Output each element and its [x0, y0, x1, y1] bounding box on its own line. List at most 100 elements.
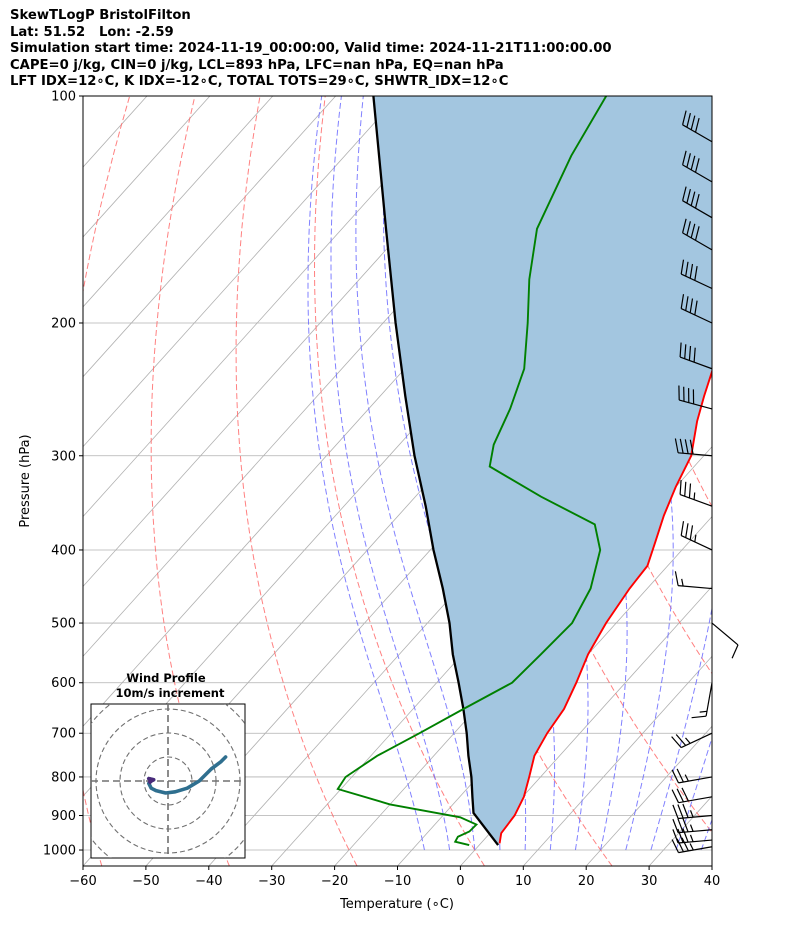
wind-barb-staff	[678, 585, 713, 590]
wind-barb-feather	[671, 789, 680, 803]
wind-barb-half-feather	[684, 774, 689, 782]
wind-barb-staff	[680, 732, 713, 749]
wind-barb	[691, 682, 713, 719]
wind-barb-half-feather	[699, 710, 708, 713]
wind-barb-feather	[694, 193, 700, 209]
moist-adiabat	[700, 818, 712, 851]
isotherm-line	[83, 96, 336, 378]
wind-barb-feather	[672, 818, 679, 833]
wind-barb-feather	[682, 828, 689, 843]
wind-barb	[678, 385, 713, 410]
y-tick-label: 1000	[43, 844, 76, 859]
wind-barb-feather	[690, 191, 696, 206]
wind-barb	[672, 828, 713, 844]
wind-barb-feather	[690, 115, 696, 130]
dewpoint-line	[336, 96, 608, 847]
y-axis-title: Pressure (hPa)	[18, 434, 33, 527]
y-tick-label: 800	[51, 770, 76, 785]
isotherm-line	[83, 96, 274, 308]
wind-barb-feather	[671, 839, 680, 853]
wind-barb-staff	[678, 839, 713, 844]
wind-barb-feather	[682, 218, 687, 234]
wind-barb-feather	[679, 438, 684, 454]
moist-adiabat	[726, 96, 794, 850]
wind-barb-feather	[684, 344, 687, 359]
wind-barb-staff	[711, 622, 739, 646]
wind-barb-feather	[688, 483, 692, 499]
x-tick-label: −50	[132, 874, 159, 889]
wind-barb-feather	[685, 523, 689, 538]
y-tick-label: 600	[51, 676, 76, 691]
hodograph-title: Wind Profile	[126, 671, 206, 685]
wind-barb-staff	[678, 452, 713, 457]
wind-barb-feather	[685, 296, 689, 311]
wind-barb-feather	[689, 439, 694, 455]
x-tick-label: −40	[195, 874, 222, 889]
x-tick-label: −10	[384, 874, 411, 889]
x-tick-label: 40	[704, 874, 721, 889]
wind-barb-feather	[681, 837, 689, 852]
temperature-line	[498, 367, 712, 844]
isotherm-line	[83, 96, 211, 238]
wind-barb-feather	[682, 110, 687, 125]
wind-barb-feather	[677, 804, 684, 819]
wind-barb-staff	[679, 399, 713, 410]
chart-header: SkewTLogP BristolFilton Lat: 51.52 Lon: …	[10, 8, 612, 91]
wind-barb	[674, 571, 713, 590]
wind-barb-half-feather	[689, 843, 694, 851]
wind-barb-staff	[680, 308, 713, 324]
wind-barb-feather	[679, 342, 682, 358]
wind-barb-feather	[680, 294, 685, 309]
wind-barb-feather	[674, 571, 679, 586]
wind-barb-staff	[679, 356, 713, 370]
dry-adiabat	[716, 96, 794, 866]
wind-barb	[711, 622, 739, 659]
x-tick-label: −20	[321, 874, 348, 889]
wind-barb-feather	[694, 117, 700, 133]
moist-adiabat	[355, 96, 476, 851]
dry-adiabat	[520, 96, 712, 675]
hodograph-trace-start	[147, 776, 156, 785]
wind-barb-feather	[731, 644, 739, 659]
axes: −60 −50 −40 −30 −20 −10 0 10 20 30 40 1000 900 800 700…	[43, 90, 720, 890]
wind-barb-feather	[682, 150, 687, 166]
wind-barb-feather	[694, 158, 700, 173]
y-tick-label: 400	[51, 543, 76, 558]
wind-barb	[682, 150, 713, 183]
wind-barb-feather	[694, 266, 698, 281]
wind-barb-feather	[689, 298, 694, 313]
dry-adiabat	[313, 96, 485, 866]
wind-barb-feather	[672, 829, 679, 844]
wind-barb-feather	[684, 439, 689, 454]
wind-barb	[671, 768, 713, 784]
wind-barb-feather	[675, 734, 687, 746]
y-tick-label: 900	[51, 809, 76, 824]
wind-barb	[672, 803, 713, 820]
x-tick-label: 30	[641, 874, 658, 889]
wind-barb	[672, 818, 713, 834]
parcel-path-line	[372, 96, 500, 846]
moist-adiabat	[675, 736, 712, 851]
wind-barb-staff	[678, 796, 713, 804]
wind-barb-feather	[686, 112, 691, 128]
wind-barb-feather	[694, 300, 698, 316]
wind-barb-feather	[674, 438, 679, 453]
wind-barb-staff	[682, 232, 713, 251]
header-line-location: Lat: 51.52 Lon: -2.59	[10, 24, 174, 40]
wind-barb	[679, 342, 713, 370]
dry-adiabat	[83, 96, 131, 866]
wind-barb-staff	[705, 682, 713, 717]
wind-barb-feather	[672, 804, 679, 819]
wind-barb-staff	[682, 124, 713, 143]
wind-barb-half-feather	[689, 810, 694, 818]
wind-barb-feather	[676, 788, 684, 803]
isotherm-line	[711, 865, 712, 866]
y-tick-label: 100	[51, 90, 76, 105]
wind-barb-staff	[679, 494, 713, 507]
wind-barb-feather	[671, 769, 680, 784]
x-tick-label: 0	[456, 874, 464, 889]
x-tick-label: −60	[69, 874, 96, 889]
wind-barb-staff	[678, 814, 713, 820]
wind-barb-feather	[691, 715, 707, 719]
wind-barb-feather	[690, 223, 696, 239]
